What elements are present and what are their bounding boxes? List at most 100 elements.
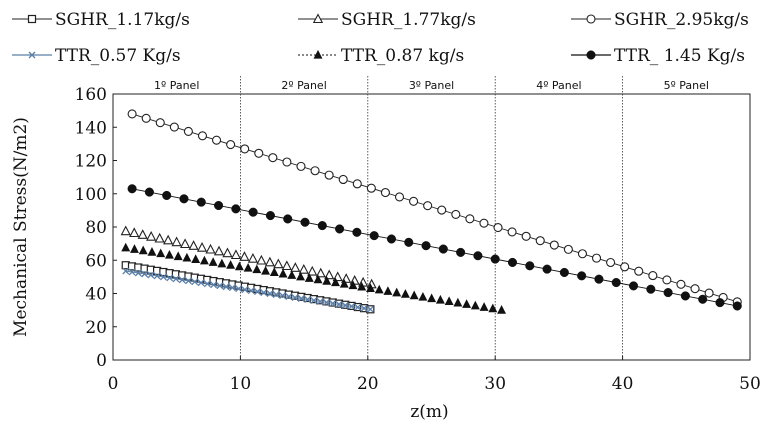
data-point <box>634 266 644 276</box>
data-point <box>253 288 261 296</box>
data-point <box>310 166 320 176</box>
data-point <box>130 244 139 253</box>
data-point <box>394 192 405 202</box>
panel-label: 3º Panel <box>409 79 454 92</box>
data-point <box>628 281 639 291</box>
data-point <box>128 268 136 276</box>
x-tick-label: 40 <box>612 374 634 394</box>
data-point <box>191 278 199 286</box>
data-point <box>222 247 233 258</box>
data-point <box>620 262 630 272</box>
data-point <box>392 287 402 297</box>
data-point <box>197 131 208 141</box>
legend: SGHR_1.17kg/s SGHR_1.77kg/s SGHR_2.95kg/s T… <box>12 10 749 66</box>
data-point <box>147 247 157 256</box>
data-point <box>369 231 379 241</box>
legend-item: SGHR_2.95kg/s <box>571 10 749 30</box>
data-point <box>185 277 192 285</box>
data-point <box>272 291 280 299</box>
trend-line <box>125 270 371 310</box>
x-tick-label: 20 <box>357 374 379 394</box>
data-point <box>497 305 507 314</box>
data-point <box>322 276 332 285</box>
data-point <box>268 153 278 163</box>
data-point <box>324 170 334 180</box>
data-point <box>418 292 428 301</box>
data-point <box>542 264 552 274</box>
data-point <box>366 305 374 313</box>
data-point <box>535 236 545 246</box>
data-point <box>317 221 327 231</box>
data-point <box>153 272 161 280</box>
y-axis-label: Mechanical Stress(N/m2) <box>11 117 31 337</box>
data-point <box>138 245 148 255</box>
panel-label: 4º Panel <box>536 79 581 92</box>
data-point <box>490 254 500 264</box>
data-point <box>300 217 310 227</box>
x-axis-label: z(m) <box>410 402 448 422</box>
data-point <box>285 293 293 301</box>
data-point <box>179 194 189 204</box>
data-point <box>269 267 279 277</box>
legend-item: TTR_0.57 Kg/s <box>12 46 181 66</box>
data-point <box>216 282 224 290</box>
data-point <box>239 251 250 261</box>
data-point <box>310 297 318 304</box>
data-point <box>304 273 314 282</box>
data-point <box>129 227 140 238</box>
legend-marker <box>586 50 596 60</box>
data-point <box>127 109 137 119</box>
data-point <box>260 289 268 297</box>
data-point <box>331 277 340 287</box>
data-point <box>348 302 355 310</box>
legend-label: TTR_0.87 kg/s <box>341 46 464 66</box>
data-point <box>383 286 393 295</box>
data-point <box>366 183 376 193</box>
data-point <box>563 244 573 254</box>
y-tick-label: 0 <box>96 351 107 371</box>
data-point <box>341 301 349 309</box>
y-tick-label: 100 <box>75 185 107 205</box>
data-point <box>479 302 489 311</box>
data-point <box>199 255 209 265</box>
data-point <box>549 240 559 250</box>
y-tick-label: 160 <box>75 85 107 105</box>
data-point <box>354 303 362 311</box>
data-point <box>120 225 131 236</box>
plot-area <box>112 93 751 361</box>
y-tick-label: 40 <box>85 285 107 305</box>
data-point <box>231 204 241 214</box>
data-point <box>456 247 466 257</box>
data-point <box>606 257 616 268</box>
data-point <box>155 118 165 128</box>
data-point <box>282 157 292 167</box>
data-point <box>164 249 174 259</box>
data-point <box>444 296 454 306</box>
data-point <box>577 271 587 281</box>
data-point <box>210 281 218 289</box>
legend-marker <box>312 13 324 24</box>
legend-label: TTR_0.57 Kg/s <box>55 46 181 66</box>
data-point <box>147 271 155 279</box>
data-point <box>196 197 206 207</box>
data-point <box>226 139 236 150</box>
data-point <box>335 224 345 234</box>
data-point <box>421 241 431 251</box>
data-point <box>296 161 306 171</box>
data-point <box>315 267 326 278</box>
data-point <box>488 303 498 313</box>
data-point <box>507 227 517 237</box>
data-point <box>211 135 222 145</box>
y-tick-label: 140 <box>75 118 107 138</box>
data-point <box>493 222 503 233</box>
data-point <box>438 244 448 254</box>
data-point <box>254 148 264 158</box>
data-point <box>338 174 348 185</box>
data-point <box>156 248 166 258</box>
data-point <box>451 209 461 219</box>
data-point <box>179 238 191 249</box>
data-point <box>296 271 305 281</box>
data-point <box>121 242 131 252</box>
data-point <box>141 270 149 278</box>
data-point <box>208 257 218 266</box>
